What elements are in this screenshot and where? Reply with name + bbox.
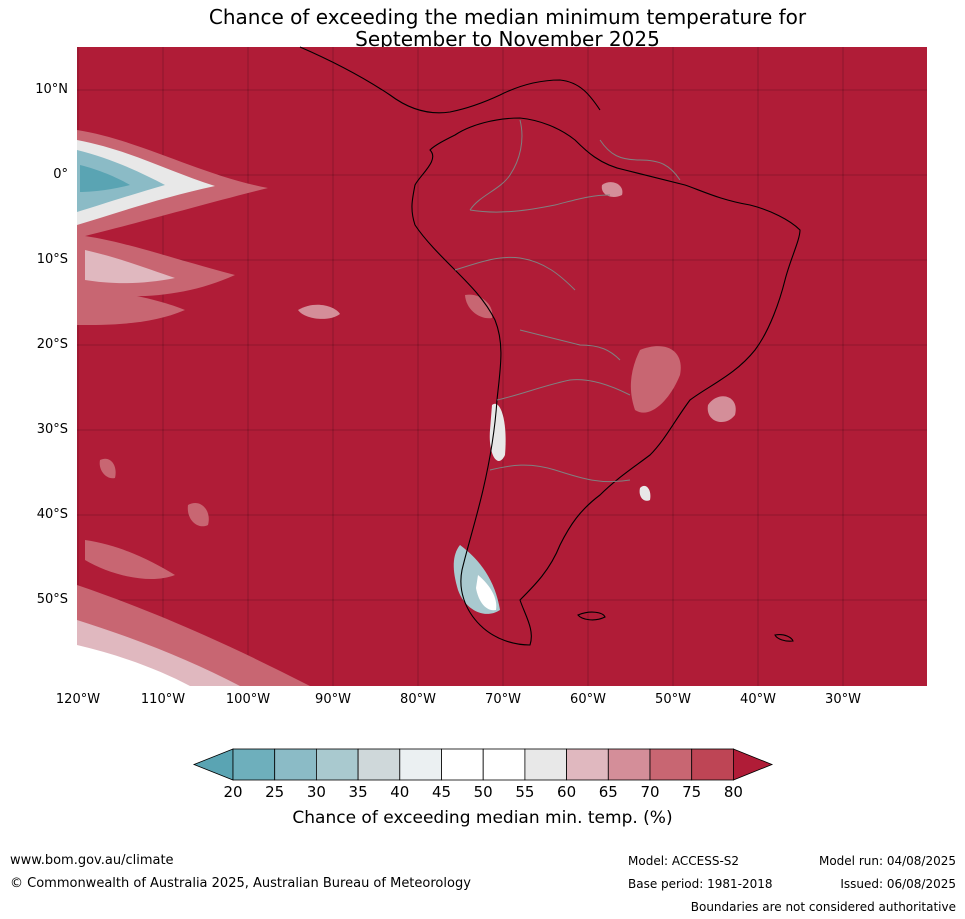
colorbar-tick-label: 20 bbox=[223, 783, 243, 801]
south-pacific-patch-2 bbox=[77, 290, 185, 325]
lat-label-0: 0° bbox=[53, 167, 68, 182]
colorbar-tick-label: 30 bbox=[306, 783, 326, 801]
lon-label-30w: 30°W bbox=[825, 692, 861, 707]
footer-model-run: Model run: 04/08/2025 bbox=[818, 854, 956, 868]
lon-label-70w: 70°W bbox=[485, 692, 521, 707]
footer-model: Model: ACCESS-S2 bbox=[628, 854, 740, 868]
colorbar-tick-label: 70 bbox=[640, 783, 660, 801]
colorbar-cell bbox=[315, 748, 359, 781]
footer-boundaries-note: Boundaries are not considered authoritat… bbox=[690, 900, 956, 914]
chile-central-patch bbox=[489, 403, 506, 461]
coastlines bbox=[299, 46, 801, 646]
pacific-patch-35s bbox=[99, 458, 116, 479]
country-borders bbox=[454, 119, 681, 483]
colorbar-tick-label: 65 bbox=[598, 783, 618, 801]
colorbar-tick-label: 50 bbox=[473, 783, 493, 801]
map-title-line-1: Chance of exceeding the median minimum t… bbox=[208, 5, 807, 29]
colorbar-cell bbox=[399, 748, 442, 781]
lon-label-90w: 90°W bbox=[315, 692, 351, 707]
southeast-pacific-patch bbox=[85, 540, 175, 580]
south-georgia bbox=[774, 634, 794, 642]
probability-patches bbox=[77, 130, 736, 686]
lon-label-80w: 80°W bbox=[400, 692, 436, 707]
colorbar-over-arrow bbox=[733, 748, 774, 781]
lat-label-10s: 10°S bbox=[36, 252, 68, 267]
south-pacific-patch-1-inner bbox=[85, 250, 175, 284]
colorbar-cell bbox=[441, 748, 484, 781]
colorbar-cells bbox=[192, 748, 774, 781]
footer-copyright: © Commonwealth of Australia 2025, Austra… bbox=[10, 876, 471, 891]
colorbar-tick-label: 75 bbox=[682, 783, 702, 801]
colorbar-under-arrow bbox=[192, 748, 234, 781]
lat-label-20s: 20°S bbox=[36, 337, 68, 352]
lon-label-110w: 110°W bbox=[140, 692, 186, 707]
footer-issued: Issued: 06/08/2025 bbox=[840, 877, 956, 891]
colorbar-tick-label: 25 bbox=[265, 783, 285, 801]
pacific-patch-40s bbox=[187, 502, 209, 527]
probability-map bbox=[77, 46, 927, 686]
lat-label-10n: 10°N bbox=[35, 82, 68, 97]
lon-label-120w: 120°W bbox=[55, 692, 101, 707]
south-america-coast bbox=[411, 117, 801, 646]
footer-url: www.bom.gov.au/climate bbox=[10, 853, 174, 868]
andes-patch-north bbox=[465, 294, 493, 319]
lat-label-30s: 30°S bbox=[36, 422, 68, 437]
atlantic-patch bbox=[707, 396, 736, 423]
colorbar-cell bbox=[691, 748, 734, 781]
lat-label-50s: 50°S bbox=[36, 592, 68, 607]
colorbar-tick-label: 55 bbox=[515, 783, 535, 801]
colorbar-cell bbox=[357, 748, 401, 781]
colorbar-cell bbox=[649, 748, 693, 781]
colorbar-tick-label: 60 bbox=[557, 783, 577, 801]
lon-label-50w: 50°W bbox=[655, 692, 691, 707]
colorbar-tick-label: 45 bbox=[431, 783, 452, 801]
colorbar-tick-label: 80 bbox=[723, 783, 743, 801]
southwest-pacific-patch-core bbox=[77, 645, 190, 686]
colorbar-label: Chance of exceeding median min. temp. (%… bbox=[292, 808, 673, 828]
central-america-coast bbox=[299, 46, 601, 114]
falkland-islands bbox=[577, 611, 606, 621]
colorbar-cell bbox=[566, 748, 609, 781]
lon-label-60w: 60°W bbox=[570, 692, 606, 707]
map-title-line-2: September to November 2025 bbox=[355, 27, 660, 51]
colorbar-cell bbox=[274, 748, 317, 781]
equatorial-pacific-blue-core bbox=[80, 165, 130, 192]
uruguay-coast-patch bbox=[639, 485, 651, 501]
colorbar-cell bbox=[232, 748, 276, 781]
colorbar-cell bbox=[524, 748, 568, 781]
patagonia-patch-core bbox=[476, 575, 497, 611]
pacific-small-patch bbox=[298, 304, 340, 319]
lon-label-100w: 100°W bbox=[225, 692, 271, 707]
colorbar-tick-label: 40 bbox=[390, 783, 410, 801]
map-background bbox=[77, 47, 927, 686]
lon-label-40w: 40°W bbox=[740, 692, 776, 707]
brazil-southeast-patch bbox=[630, 346, 681, 413]
map-graticule bbox=[77, 47, 927, 686]
footer-base-period: Base period: 1981-2018 bbox=[628, 877, 773, 891]
amazon-patch bbox=[601, 182, 623, 197]
colorbar-cell bbox=[482, 748, 526, 781]
colorbar-cell bbox=[607, 748, 651, 781]
colorbar-tick-label: 35 bbox=[348, 783, 368, 801]
lat-label-40s: 40°S bbox=[36, 507, 68, 522]
